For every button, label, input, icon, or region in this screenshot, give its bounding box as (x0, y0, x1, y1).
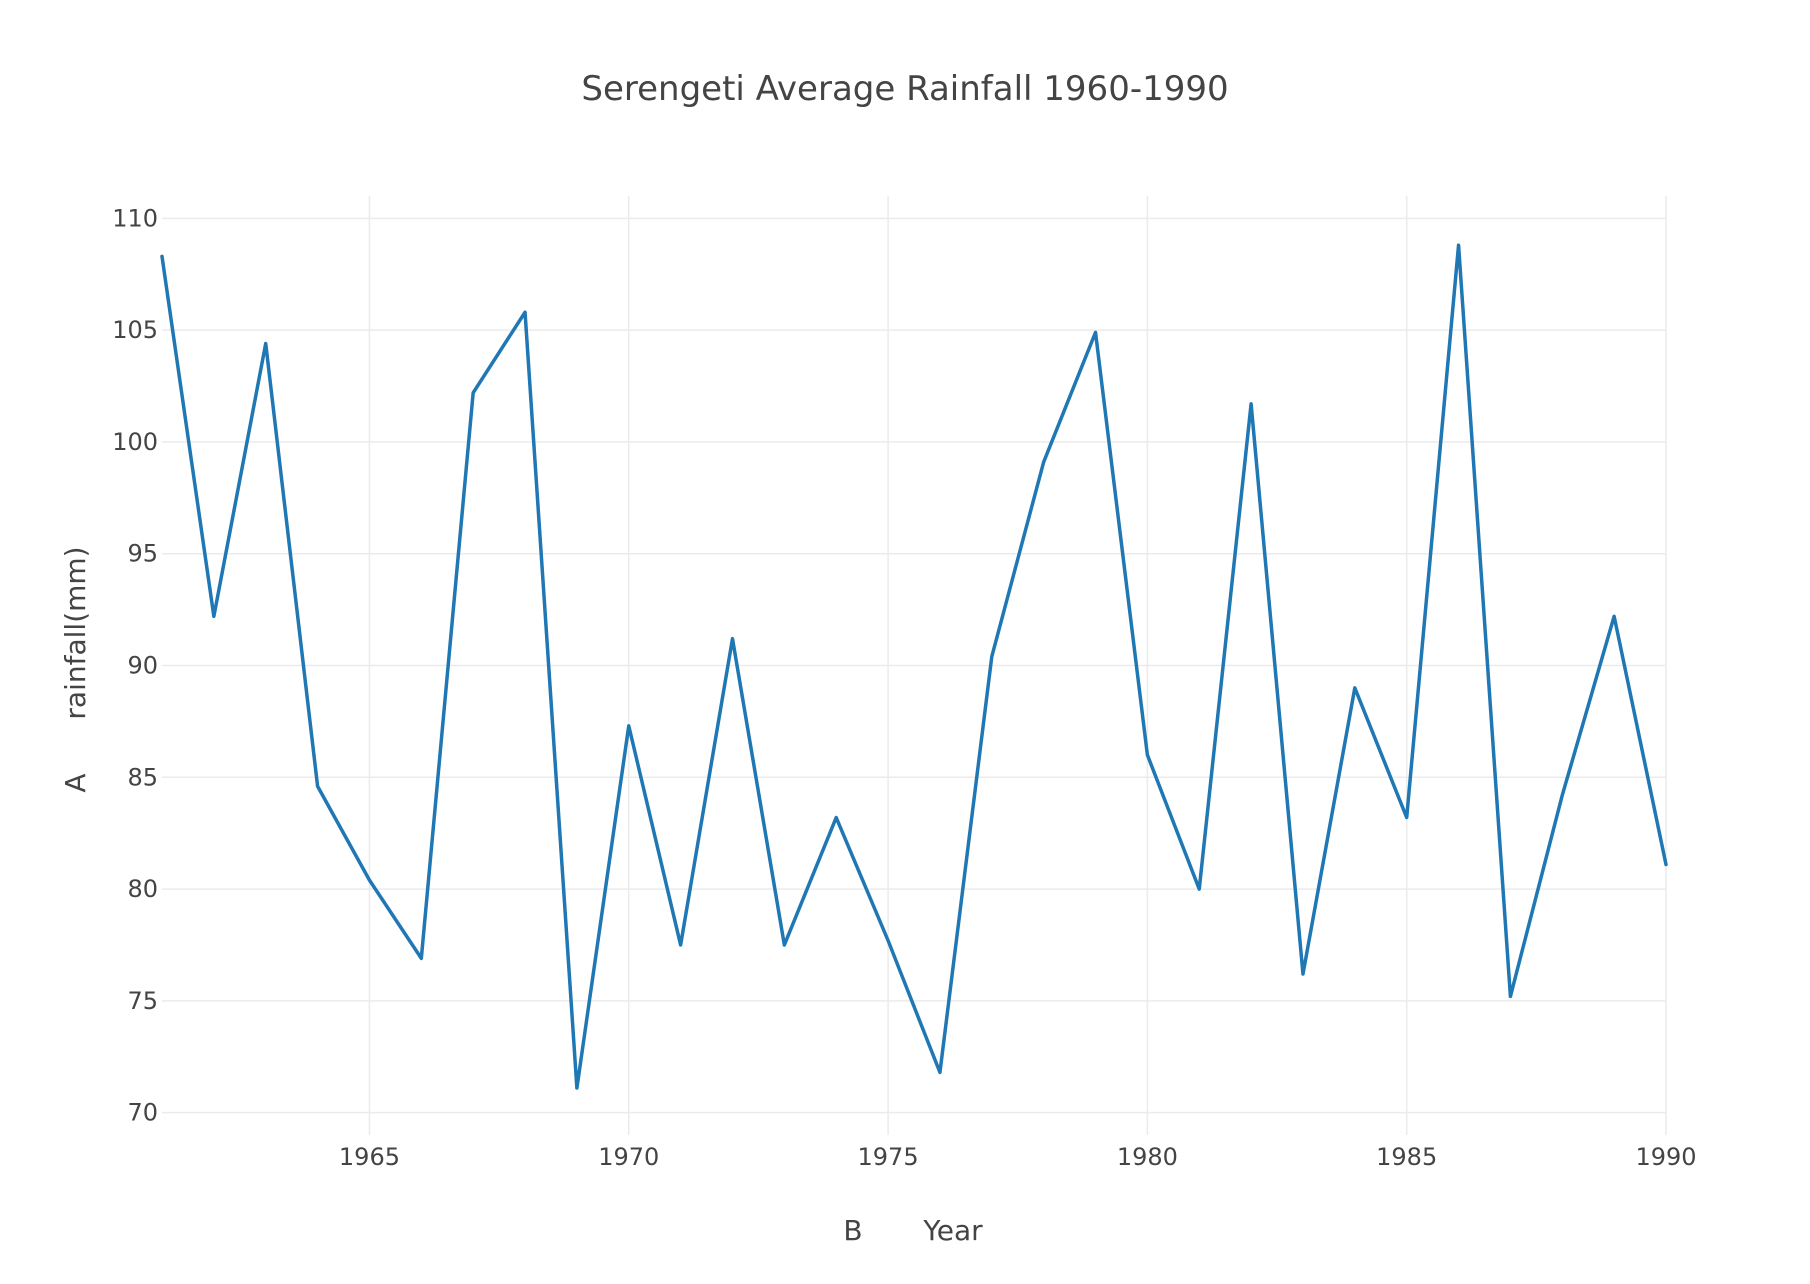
y-tick-label: 110 (112, 204, 158, 232)
y-tick-label: 80 (127, 875, 158, 903)
series-line (160, 243, 1668, 1090)
y-tick-label: 95 (127, 540, 158, 568)
y-tick-label: 70 (127, 1099, 158, 1127)
x-axis-marker: B (843, 1214, 862, 1247)
y-axis-title: rainfall(mm) (59, 546, 92, 719)
series-layer (160, 243, 1668, 1090)
x-tick-label: 1970 (598, 1143, 659, 1171)
x-tick-label: 1975 (858, 1143, 919, 1171)
y-tick-label: 90 (127, 652, 158, 680)
y-tick-label: 105 (112, 316, 158, 344)
x-tick-label: 1985 (1376, 1143, 1437, 1171)
x-axis-title: Year (922, 1214, 983, 1247)
y-tick-label: 85 (127, 763, 158, 791)
x-tick-label: 1990 (1635, 1143, 1696, 1171)
y-axis-ticks: 70 75 80 85 90 95 100 105 110 (112, 204, 158, 1126)
chart-title: Serengeti Average Rainfall 1960-1990 (581, 69, 1228, 109)
x-tick-label: 1965 (339, 1143, 400, 1171)
x-tick-label: 1980 (1117, 1143, 1178, 1171)
y-tick-label: 100 (112, 428, 158, 456)
y-gridlines (162, 217, 1666, 1114)
y-tick-label: 75 (127, 987, 158, 1015)
y-axis-marker: A (59, 773, 92, 792)
x-axis-ticks: 1965 1970 1975 1980 1985 1990 (339, 1143, 1697, 1171)
